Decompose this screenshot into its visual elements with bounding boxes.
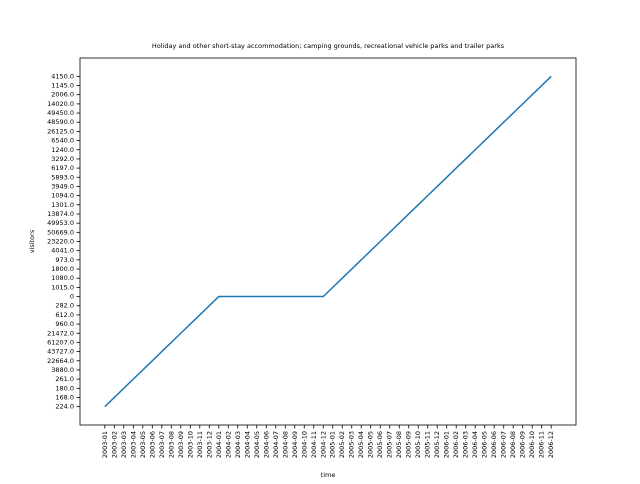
x-tick-label: 2004-09 [291, 431, 299, 458]
x-tick-label: 2004-10 [300, 431, 308, 458]
y-tick-label: 1015.0 [51, 283, 74, 291]
y-tick-label: 49953.0 [47, 219, 74, 227]
x-tick-label: 2005-03 [348, 431, 356, 458]
x-tick-label: 2006-09 [519, 431, 527, 458]
y-tick-label: 960.0 [55, 320, 74, 328]
x-tick-label: 2004-11 [310, 431, 318, 458]
x-tick-label: 2004-06 [262, 431, 270, 458]
x-tick-label: 2006-10 [528, 431, 536, 458]
plot-frame [79, 57, 577, 426]
x-tick-label: 2006-04 [471, 431, 479, 458]
x-tick-label: 2003-05 [139, 431, 147, 458]
x-tick-label: 2003-07 [158, 431, 166, 458]
y-tick-label: 3292.0 [51, 155, 74, 163]
x-tick-label: 2005-07 [386, 431, 394, 458]
x-tick-label: 2006-12 [547, 431, 555, 458]
y-tick-label: 6540.0 [51, 137, 74, 145]
y-axis-label: visitors [28, 229, 36, 253]
x-tick-label: 2006-06 [490, 431, 498, 458]
y-tick-label: 1080.0 [51, 274, 74, 282]
x-tick-label: 2005-11 [424, 431, 432, 458]
y-tick-label: 2006.0 [51, 91, 74, 99]
x-tick-label: 2004-08 [281, 431, 289, 458]
x-tick-label: 2005-08 [395, 431, 403, 458]
x-tick-label: 2004-03 [234, 431, 242, 458]
y-tick-label: 49450.0 [47, 109, 74, 117]
y-tick-label: 22664.0 [47, 357, 74, 365]
x-tick-label: 2005-02 [338, 431, 346, 458]
y-tick-label: 26125.0 [47, 127, 74, 135]
x-tick-label: 2003-12 [205, 431, 213, 458]
y-tick-label: 21472.0 [47, 329, 74, 337]
x-tick-label: 2005-06 [376, 431, 384, 458]
x-tick-label: 2006-05 [481, 431, 489, 458]
y-tick-label: 3880.0 [51, 366, 74, 374]
x-tick-label: 2003-10 [186, 431, 194, 458]
x-tick-label: 2006-01 [443, 431, 451, 458]
x-tick-label: 2005-05 [367, 431, 375, 458]
x-tick-label: 2004-01 [215, 431, 223, 458]
y-tick-label: 224.0 [55, 403, 74, 411]
y-tick-label: 5893.0 [51, 173, 74, 181]
x-tick-label: 2003-08 [167, 431, 175, 458]
chart-title: Holiday and other short-stay accommodati… [152, 42, 505, 50]
y-tick-label: 973.0 [55, 256, 74, 264]
x-tick-label: 2005-09 [405, 431, 413, 458]
y-tick-label: 4041.0 [51, 247, 74, 255]
y-tick-label: 61207.0 [47, 338, 74, 346]
line [104, 75, 552, 408]
x-tick-label: 2003-09 [177, 431, 185, 458]
x-tick-label: 2004-07 [272, 431, 280, 458]
y-tick-label: 0 [70, 293, 74, 301]
x-tick-label: 2003-06 [148, 431, 156, 458]
x-tick-label: 2006-07 [500, 431, 508, 458]
y-tick-label: 612.0 [55, 311, 74, 319]
y-tick-label: 168.0 [55, 393, 74, 401]
x-tick-label: 2005-10 [414, 431, 422, 458]
y-tick-label: 43727.0 [47, 348, 74, 356]
y-tick-label: 1094.0 [51, 192, 74, 200]
x-tick-label: 2003-04 [129, 431, 137, 458]
x-tick-label: 2004-02 [224, 431, 232, 458]
y-tick-label: 1301.0 [51, 201, 74, 209]
y-tick-label: 13874.0 [47, 210, 74, 218]
y-tick-label: 23220.0 [47, 238, 74, 246]
x-tick-label: 2005-01 [329, 431, 337, 458]
x-tick-label: 2006-02 [452, 431, 460, 458]
x-tick-label: 2005-04 [357, 431, 365, 458]
y-tick-label: 1145.0 [51, 82, 74, 90]
y-tick-label: 282.0 [55, 302, 74, 310]
x-tick-label: 2005-12 [433, 431, 441, 458]
y-tick-label: 1800.0 [51, 265, 74, 273]
y-tick-label: 3949.0 [51, 182, 74, 190]
x-tick-label: 2004-04 [243, 431, 251, 458]
x-axis-label: time [321, 471, 336, 479]
x-tick-label: 2003-03 [120, 431, 128, 458]
y-tick-label: 14020.0 [47, 100, 74, 108]
y-tick-label: 48590.0 [47, 118, 74, 126]
y-tick-label: 261.0 [55, 375, 74, 383]
x-tick-label: 2003-02 [110, 431, 118, 458]
x-tick-label: 2006-03 [462, 431, 470, 458]
x-tick-label: 2004-12 [319, 431, 327, 458]
y-tick-label: 180.0 [55, 384, 74, 392]
x-tick-label: 2003-11 [196, 431, 204, 458]
y-tick-label: 1240.0 [51, 146, 74, 154]
x-tick-label: 2004-05 [253, 431, 261, 458]
x-tick-label: 2003-01 [101, 431, 109, 458]
y-tick-label: 6197.0 [51, 164, 74, 172]
x-tick-label: 2006-11 [538, 431, 546, 458]
y-tick-label: 50669.0 [47, 228, 74, 236]
x-tick-label: 2006-08 [509, 431, 517, 458]
y-tick-label: 4150.0 [51, 72, 74, 80]
